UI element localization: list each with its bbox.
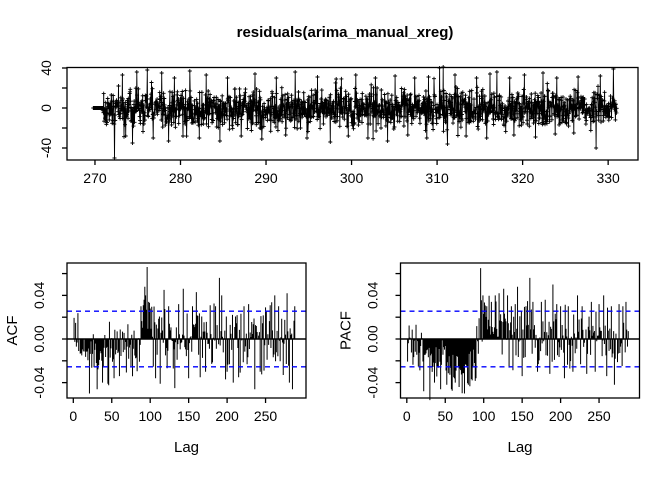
residuals-plus-markers: [91, 65, 619, 160]
residuals-x-tick-label: 270: [83, 170, 107, 186]
acf-x-tick-label: 250: [254, 408, 278, 424]
pacf-x-tick-label: 150: [510, 408, 534, 424]
acf-x-tick-label: 100: [139, 408, 163, 424]
acf-x-tick-label: 200: [215, 408, 239, 424]
pacf-plot-box: [399, 262, 641, 399]
pacf-y-tick-label: 0.04: [365, 282, 381, 309]
residuals-x-tick-label: 330: [596, 170, 620, 186]
acf-plot: 0 50 100 150 200 250 -0.04 0.00 0.04 ACF Lag: [4, 262, 307, 456]
pacf-x-tick-label: 100: [472, 408, 496, 424]
acf-y-tick-label: -0.04: [31, 366, 47, 398]
pacf-plot: 0 50 100 150 200 250 -0.04 0.00 0.04 PACF Lag: [338, 262, 641, 456]
residuals-x-tick-label: 300: [340, 170, 364, 186]
acf-plot-box: [66, 262, 307, 399]
acf-bars: [73, 267, 296, 394]
residuals-y-tick-label: 0: [38, 104, 54, 112]
residuals-x-tick-label: 290: [254, 170, 278, 186]
residuals-plot-box: [66, 66, 639, 161]
acf-y-tick-label: 0.04: [31, 282, 47, 309]
acf-ylabel: ACF: [4, 316, 21, 346]
acf-x-tick-label: 50: [104, 408, 120, 424]
pacf-x-tick-label: 50: [437, 408, 453, 424]
pacf-ylabel: PACF: [338, 311, 355, 350]
pacf-x-tick-label: 200: [549, 408, 573, 424]
residuals-series-line: [93, 66, 618, 159]
pacf-bars: [407, 268, 629, 401]
residuals-x-tick-label: 310: [425, 170, 449, 186]
pacf-y-tick-label: -0.04: [365, 366, 381, 398]
acf-x-tick-label: 0: [69, 408, 77, 424]
residuals-x-tick-label: 320: [511, 170, 535, 186]
plot-title: residuals(arima_manual_xreg): [236, 24, 454, 41]
residuals-y-tick-label: -40: [38, 138, 54, 158]
acf-x-tick-label: 150: [177, 408, 201, 424]
pacf-xlabel: Lag: [507, 439, 532, 456]
residuals-plot: 270 280 290 300 310 320 330 -40 0 40: [38, 60, 639, 186]
pacf-x-tick-label: 250: [587, 408, 611, 424]
acf-xlabel: Lag: [174, 439, 199, 456]
residuals-x-tick-label: 280: [169, 170, 193, 186]
residuals-y-tick-label: 40: [38, 60, 54, 76]
pacf-x-tick-label: 0: [403, 408, 411, 424]
pacf-y-tick-label: 0.00: [365, 325, 381, 352]
acf-y-tick-label: 0.00: [31, 325, 47, 352]
